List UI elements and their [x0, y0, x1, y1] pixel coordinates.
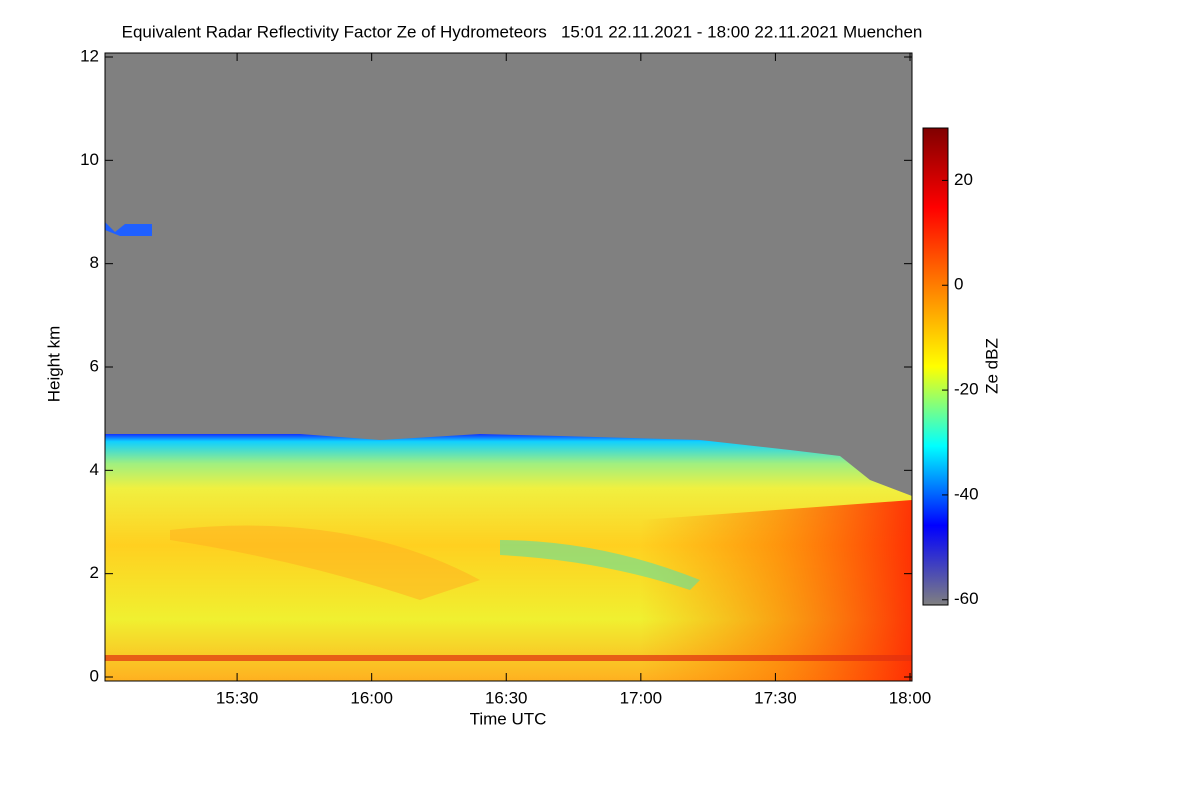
colorbar-label: Ze dBZ: [982, 338, 1001, 394]
y-tick-label: 8: [90, 253, 99, 272]
chart-title: Equivalent Radar Reflectivity Factor Ze …: [122, 22, 923, 41]
radar-image: [105, 53, 912, 681]
colorbar-tick-label: 20: [954, 170, 973, 189]
colorbar-tick-label: -20: [954, 380, 979, 399]
colorbar-tick-label: -40: [954, 484, 979, 503]
x-tick-label: 15:30: [216, 688, 259, 707]
y-tick-label: 6: [90, 356, 99, 375]
colorbar: [922, 127, 949, 606]
y-tick-label: 0: [90, 666, 99, 685]
y-tick-label: 4: [90, 460, 99, 479]
x-axis-label: Time UTC: [470, 709, 547, 728]
colorbar-tick-label: 0: [954, 275, 963, 294]
y-tick-label: 2: [90, 563, 99, 582]
x-tick-label: 18:00: [889, 688, 932, 707]
y-tick-label: 12: [80, 46, 99, 65]
y-tick-label: 10: [80, 150, 99, 169]
y-axis-label: Height km: [44, 326, 63, 403]
colorbar-tick-label: -60: [954, 589, 979, 608]
x-tick-label: 16:30: [485, 688, 528, 707]
x-tick-label: 17:00: [620, 688, 663, 707]
x-tick-label: 17:30: [754, 688, 797, 707]
x-tick-label: 16:00: [350, 688, 393, 707]
